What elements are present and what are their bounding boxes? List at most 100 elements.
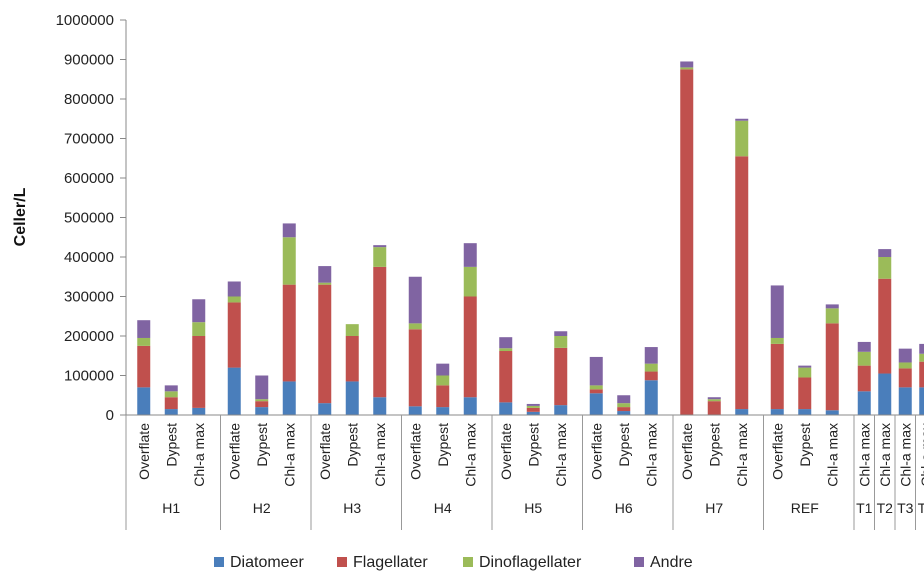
bar-segment-diatomeer xyxy=(408,406,422,415)
bar-segment-andre xyxy=(898,348,912,363)
bar-segment-dinoflagellater xyxy=(255,399,269,402)
bar-segment-dinoflagellater xyxy=(499,348,513,352)
bar-segment-andre xyxy=(282,223,296,238)
bar-segment-flagellater xyxy=(318,284,332,404)
x-tick-label: Overflate xyxy=(317,423,333,480)
bar-segment-andre xyxy=(554,331,568,336)
bar-segment-flagellater xyxy=(919,361,924,388)
x-tick-label: Chl-a max xyxy=(462,423,478,487)
bar-segment-dinoflagellater xyxy=(373,247,387,267)
x-axis: Overflate Dypest Chl-a max Overflate Dypest C… xyxy=(125,414,924,530)
bar-segment-andre xyxy=(499,337,513,349)
bar-segment-flagellater xyxy=(373,266,387,398)
bar-segment-andre xyxy=(589,356,603,386)
bar-segment-flagellater xyxy=(137,345,151,388)
y-tick-label: 500000 xyxy=(64,210,114,227)
group-label: REF xyxy=(791,500,819,516)
legend-swatch-dinoflagellater xyxy=(463,557,473,567)
x-tick-label: Overflate xyxy=(498,423,514,480)
bar-segment-flagellater xyxy=(255,401,269,408)
bar-segment-dinoflagellater xyxy=(463,266,477,297)
bar-segment-andre xyxy=(318,266,332,283)
group-label: H4 xyxy=(434,500,452,516)
bar-segment-andre xyxy=(644,347,658,364)
x-tick-label: Dypest xyxy=(163,423,179,467)
legend-label: Diatomeer xyxy=(230,554,304,571)
bar-segment-diatomeer xyxy=(526,411,540,415)
bar-segment-diatomeer xyxy=(192,407,206,415)
bar-segment-flagellater xyxy=(164,397,178,410)
group-label: T4 xyxy=(918,500,924,516)
bar-segment-andre xyxy=(164,385,178,392)
x-tick-label: Chl-a max xyxy=(553,423,569,487)
bar-segment-flagellater xyxy=(644,371,658,381)
bar-segment-andre xyxy=(878,249,892,257)
y-tick-label: 600000 xyxy=(64,170,114,187)
group-label: H2 xyxy=(253,500,271,516)
x-tick-label: Chl-a max xyxy=(191,423,207,487)
bar-segment-diatomeer xyxy=(589,393,603,415)
group-label: H1 xyxy=(162,500,180,516)
bar-segment-diatomeer xyxy=(255,407,269,415)
bar-segment-flagellater xyxy=(282,284,296,382)
bar-segment-andre xyxy=(680,61,694,68)
group-label: T2 xyxy=(877,500,894,516)
bar-segment-dinoflagellater xyxy=(857,351,871,366)
bar-segment-flagellater xyxy=(408,329,422,407)
bar-segment-dinoflagellater xyxy=(282,237,296,285)
bar-segment-flagellater xyxy=(589,389,603,394)
legend-swatch-flagellater xyxy=(337,557,347,567)
group-label: H5 xyxy=(524,500,542,516)
x-tick-label: Chl-a max xyxy=(372,423,388,487)
bar-segment-flagellater xyxy=(617,407,631,412)
group-label: H3 xyxy=(343,500,361,516)
bar-segment-flagellater xyxy=(436,385,450,408)
bar-segment-andre xyxy=(137,320,151,338)
x-tick-label: Chl-a max xyxy=(856,423,872,487)
x-tick-label: Overflate xyxy=(226,423,242,480)
bar-segment-flagellater xyxy=(499,351,513,403)
bar-segment-diatomeer xyxy=(282,381,296,415)
bar-segment-andre xyxy=(825,304,839,309)
bar-segment-flagellater xyxy=(770,343,784,410)
bar-segment-dinoflagellater xyxy=(192,322,206,336)
x-tick-label: Overflate xyxy=(679,423,695,480)
bar-segment-dinoflagellater xyxy=(770,337,784,344)
bar-segment-andre xyxy=(526,403,540,406)
bar-segment-andre xyxy=(192,299,206,323)
bar-segment-flagellater xyxy=(735,156,749,410)
bar-segment-flagellater xyxy=(898,368,912,388)
bar-segment-diatomeer xyxy=(825,410,839,415)
x-tick-label: Chl-a max xyxy=(918,423,924,487)
bar-segment-diatomeer xyxy=(436,407,450,415)
bar-segment-andre xyxy=(255,375,269,400)
bar-segment-flagellater xyxy=(878,278,892,374)
bar-segment-dinoflagellater xyxy=(227,296,241,303)
x-tick-label: Chl-a max xyxy=(281,423,297,487)
bar-segment-flagellater xyxy=(857,365,871,392)
bar-segment-diatomeer xyxy=(770,409,784,415)
bar-segment-diatomeer xyxy=(318,403,332,415)
y-tick-label: 700000 xyxy=(64,131,114,148)
bar-segment-flagellater xyxy=(345,336,359,382)
bar-segment-dinoflagellater xyxy=(878,257,892,279)
bar-segment-andre xyxy=(857,341,871,352)
bar-segment-andre xyxy=(373,245,387,248)
x-tick-label: Chl-a max xyxy=(643,423,659,487)
bar-segment-dinoflagellater xyxy=(617,403,631,408)
bar-segment-dinoflagellater xyxy=(644,363,658,372)
bar-segment-dinoflagellater xyxy=(436,375,450,386)
x-tick-label: Dypest xyxy=(254,423,270,467)
bar-segment-flagellater xyxy=(680,69,694,415)
bar-segment-andre xyxy=(798,365,812,368)
bar-segment-diatomeer xyxy=(554,405,568,415)
bar-segment-flagellater xyxy=(707,401,721,415)
bar-segment-diatomeer xyxy=(345,381,359,415)
bars xyxy=(137,61,924,415)
bar-segment-dinoflagellater xyxy=(680,67,694,70)
bar-segment-dinoflagellater xyxy=(318,282,332,285)
x-tick-label: Overflate xyxy=(136,423,152,480)
bar-segment-dinoflagellater xyxy=(798,367,812,378)
bar-segment-dinoflagellater xyxy=(898,362,912,369)
bar-segment-andre xyxy=(463,243,477,267)
